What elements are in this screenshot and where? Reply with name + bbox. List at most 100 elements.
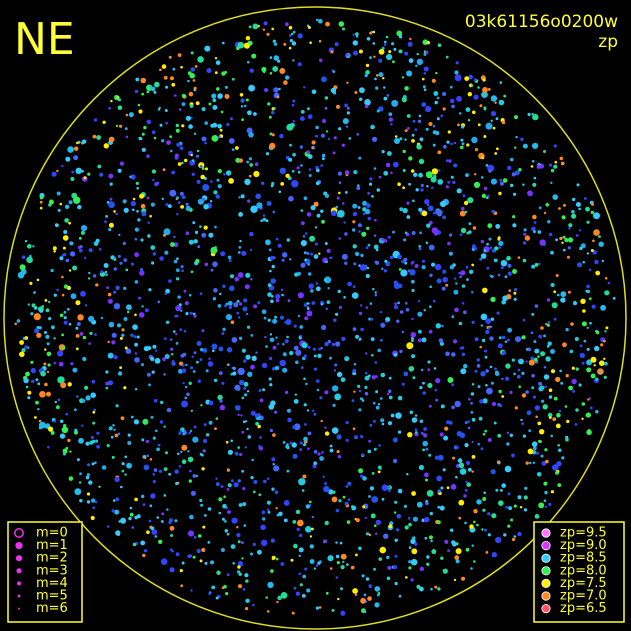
star-dot: [442, 215, 446, 220]
star-dot: [119, 124, 123, 128]
star-dot: [388, 524, 393, 529]
star-dot: [272, 66, 279, 72]
star-dot: [255, 421, 259, 426]
star-dot: [45, 334, 50, 339]
star-dot: [374, 586, 381, 592]
star-dot: [190, 409, 193, 412]
legend-marker: [541, 566, 551, 576]
star-dot: [415, 188, 419, 192]
star-dot: [218, 497, 223, 502]
star-dot: [280, 288, 284, 291]
star-dot: [39, 196, 44, 200]
star-dot: [485, 369, 489, 373]
star-dot: [75, 334, 80, 338]
star-dot: [444, 426, 449, 431]
star-dot: [467, 426, 471, 430]
star-dot: [407, 126, 410, 130]
star-dot: [137, 218, 141, 222]
star-dot: [409, 410, 414, 415]
star-dot: [178, 108, 182, 111]
star-dot: [502, 178, 508, 183]
star-dot: [483, 186, 488, 191]
star-dot: [247, 325, 251, 329]
star-dot: [187, 456, 194, 463]
star-dot: [233, 302, 239, 308]
star-dot: [500, 266, 504, 270]
star-dot: [466, 482, 472, 487]
star-dot: [57, 350, 64, 357]
star-dot: [306, 252, 310, 255]
star-dot: [61, 346, 66, 350]
star-dot: [390, 413, 395, 418]
star-dot: [91, 379, 96, 384]
star-dot: [377, 403, 381, 406]
star-dot: [238, 196, 241, 199]
star-dot: [432, 124, 436, 128]
star-dot: [144, 421, 148, 424]
star-dot: [132, 197, 136, 201]
star-dot: [312, 409, 315, 412]
star-dot: [452, 541, 457, 547]
star-dot: [352, 228, 356, 232]
star-dot: [359, 87, 365, 94]
star-dot: [594, 345, 600, 352]
star-dot: [196, 341, 202, 346]
star-dot: [210, 560, 214, 565]
star-dot: [269, 132, 273, 136]
star-dot: [220, 251, 226, 257]
star-dot: [237, 565, 241, 569]
star-dot: [454, 307, 459, 313]
star-dot: [269, 72, 273, 75]
star-dot: [522, 434, 527, 438]
star-dot: [273, 256, 276, 259]
star-dot: [169, 525, 175, 531]
star-dot: [59, 256, 64, 261]
star-dot: [451, 383, 455, 387]
star-dot: [424, 472, 429, 478]
star-dot: [93, 408, 97, 412]
star-dot: [583, 339, 587, 343]
star-dot: [62, 235, 69, 241]
star-dot: [238, 158, 243, 163]
star-dot: [193, 535, 197, 539]
star-dot: [129, 175, 132, 179]
star-dot: [383, 86, 386, 89]
star-dot: [173, 330, 176, 333]
star-dot: [108, 201, 115, 209]
star-dot: [123, 386, 127, 390]
star-dot: [44, 348, 47, 351]
star-dot: [346, 563, 349, 566]
star-dot: [457, 551, 460, 555]
star-dot: [289, 39, 293, 43]
star-dot: [344, 261, 348, 265]
star-dot: [414, 128, 418, 131]
star-dot: [398, 430, 402, 434]
star-dot: [525, 360, 528, 363]
legend-label: zp=8.0: [560, 563, 607, 578]
star-dot: [392, 230, 395, 234]
star-dot: [292, 520, 297, 524]
star-dot: [34, 416, 37, 419]
star-dot: [338, 237, 342, 240]
star-dot: [199, 165, 203, 168]
star-dot: [586, 347, 590, 351]
star-dot: [170, 76, 174, 81]
star-dot: [439, 432, 444, 437]
star-dot: [86, 473, 90, 477]
star-dot: [121, 333, 125, 337]
star-dot: [471, 417, 476, 422]
star-dot: [419, 137, 424, 142]
star-dot: [603, 375, 607, 379]
star-dot: [179, 569, 183, 573]
star-dot: [369, 177, 373, 181]
star-dot: [352, 244, 357, 249]
star-dot: [522, 143, 528, 149]
star-dot: [527, 112, 531, 117]
star-dot: [59, 433, 66, 439]
star-dot: [603, 339, 606, 343]
star-dot: [99, 172, 104, 177]
star-dot: [480, 253, 487, 259]
star-dot: [204, 514, 207, 517]
star-dot: [135, 77, 140, 82]
star-dot: [258, 389, 262, 392]
